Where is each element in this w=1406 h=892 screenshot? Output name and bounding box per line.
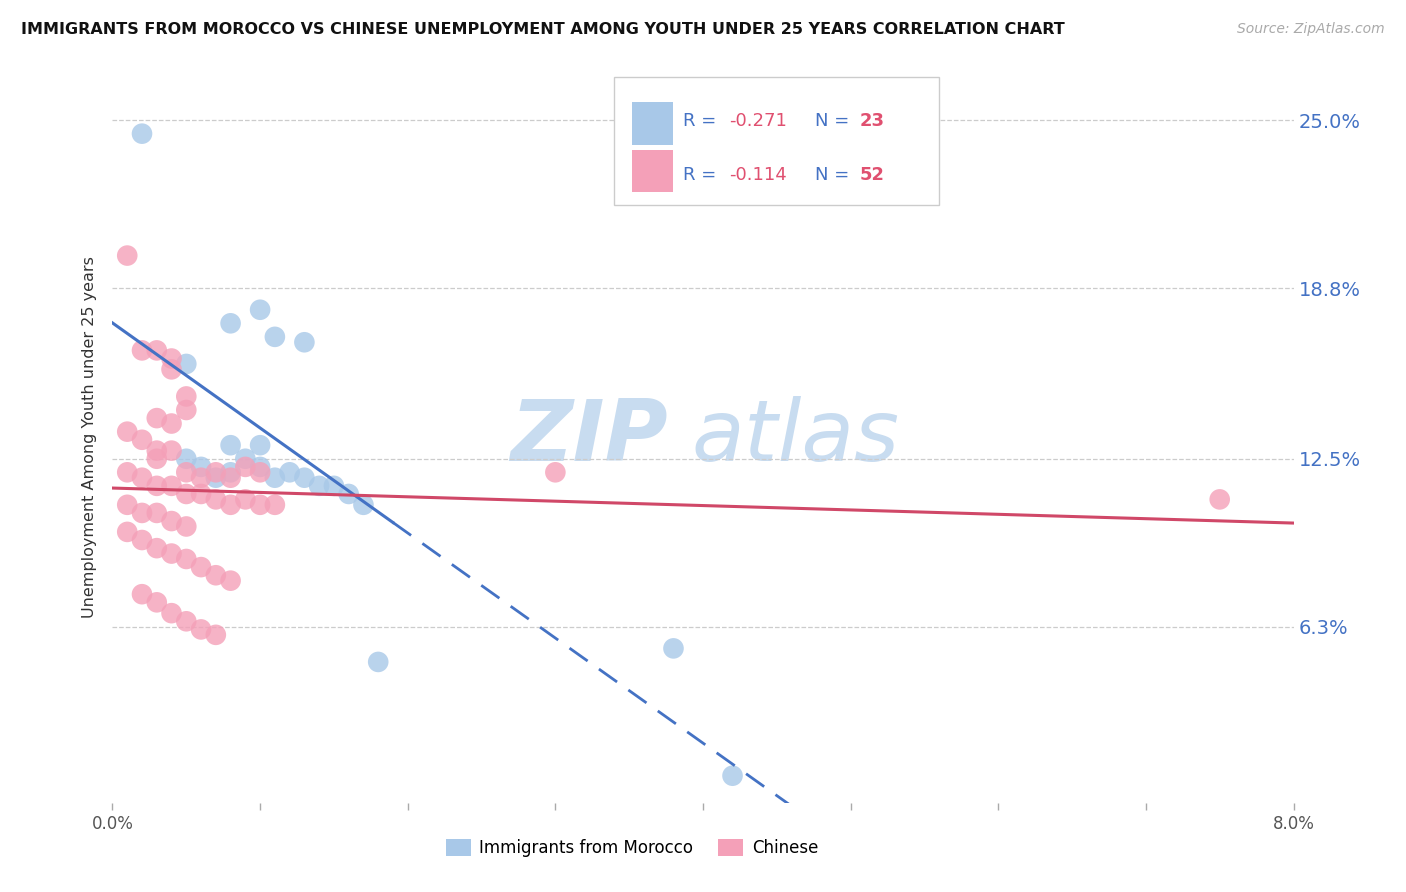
Point — [190, 459, 212, 474]
Point — [367, 655, 389, 669]
Point — [249, 459, 271, 474]
Point — [219, 438, 242, 452]
Text: R =: R = — [683, 112, 721, 130]
Text: N =: N = — [815, 112, 855, 130]
Point — [292, 335, 315, 350]
Point — [249, 302, 271, 317]
Point — [249, 465, 271, 479]
Point — [146, 541, 169, 556]
Text: 23: 23 — [860, 112, 886, 130]
Point — [174, 487, 197, 501]
Point — [219, 471, 242, 485]
Point — [233, 492, 256, 507]
FancyBboxPatch shape — [614, 78, 939, 205]
Point — [205, 628, 228, 642]
Point — [160, 351, 183, 366]
Point — [174, 403, 197, 417]
Point — [146, 595, 169, 609]
Point — [160, 362, 183, 376]
Point — [146, 451, 169, 466]
Bar — [633, 102, 673, 145]
Y-axis label: Unemployment Among Youth under 25 years: Unemployment Among Youth under 25 years — [82, 256, 97, 618]
Point — [174, 615, 197, 629]
Point — [131, 533, 153, 547]
Point — [249, 498, 271, 512]
Text: -0.114: -0.114 — [728, 166, 787, 185]
Point — [190, 623, 212, 637]
Point — [131, 471, 153, 485]
Point — [131, 343, 153, 358]
Point — [174, 357, 197, 371]
Point — [174, 465, 197, 479]
Point — [160, 443, 183, 458]
Point — [146, 411, 169, 425]
Point — [146, 506, 169, 520]
Point — [160, 514, 183, 528]
Text: 52: 52 — [860, 166, 886, 185]
Point — [205, 465, 228, 479]
Point — [352, 498, 374, 512]
Point — [117, 249, 138, 263]
Text: -0.271: -0.271 — [728, 112, 787, 130]
Point — [264, 330, 287, 344]
Point — [264, 498, 287, 512]
Point — [146, 443, 169, 458]
Bar — [633, 150, 673, 192]
Point — [323, 479, 346, 493]
Point — [292, 471, 315, 485]
Point — [544, 465, 567, 479]
Point — [219, 574, 242, 588]
Point — [219, 498, 242, 512]
Point — [146, 479, 169, 493]
Point — [117, 425, 138, 439]
Point — [131, 433, 153, 447]
Point — [174, 519, 197, 533]
Text: IMMIGRANTS FROM MOROCCO VS CHINESE UNEMPLOYMENT AMONG YOUTH UNDER 25 YEARS CORRE: IMMIGRANTS FROM MOROCCO VS CHINESE UNEMP… — [21, 22, 1064, 37]
Point — [131, 127, 153, 141]
Point — [190, 560, 212, 574]
Point — [117, 465, 138, 479]
Point — [205, 492, 228, 507]
Point — [205, 471, 228, 485]
Point — [249, 438, 271, 452]
Point — [205, 568, 228, 582]
Point — [131, 506, 153, 520]
Text: atlas: atlas — [692, 395, 900, 479]
Point — [160, 417, 183, 431]
Point — [662, 641, 685, 656]
Point — [174, 389, 197, 403]
Point — [190, 471, 212, 485]
Point — [233, 459, 256, 474]
Point — [174, 451, 197, 466]
Point — [233, 451, 256, 466]
Point — [190, 487, 212, 501]
Point — [174, 552, 197, 566]
Point — [308, 479, 330, 493]
Point — [278, 465, 301, 479]
Text: N =: N = — [815, 166, 855, 185]
Point — [160, 606, 183, 620]
Point — [160, 547, 183, 561]
Point — [131, 587, 153, 601]
Point — [721, 769, 744, 783]
Point — [146, 343, 169, 358]
Point — [117, 498, 138, 512]
Legend: Immigrants from Morocco, Chinese: Immigrants from Morocco, Chinese — [440, 832, 825, 864]
Point — [337, 487, 360, 501]
Point — [219, 316, 242, 330]
Point — [219, 465, 242, 479]
Point — [117, 524, 138, 539]
Text: ZIP: ZIP — [510, 395, 668, 479]
Point — [264, 471, 287, 485]
Text: R =: R = — [683, 166, 721, 185]
Point — [1208, 492, 1232, 507]
Point — [160, 479, 183, 493]
Text: Source: ZipAtlas.com: Source: ZipAtlas.com — [1237, 22, 1385, 37]
